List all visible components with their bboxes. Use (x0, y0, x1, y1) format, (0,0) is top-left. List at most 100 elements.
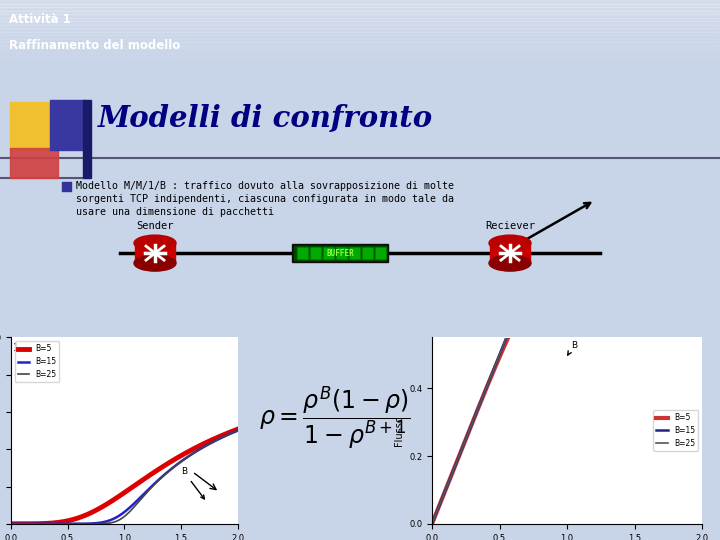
B=25 (698, 182, 706, 188)
B=25 (233, 428, 242, 434)
B=25 (475, 401, 484, 407)
Line: B=5: B=5 (11, 429, 238, 524)
Ellipse shape (134, 235, 176, 251)
Legend: B=5, B=15, B=25: B=5, B=15, B=25 (653, 410, 698, 451)
B=25 (109, 519, 118, 525)
B=5 (109, 497, 118, 503)
B=15 (631, 182, 639, 188)
Bar (62, 182, 71, 191)
Bar (10, 102, 58, 150)
B=5 (608, 206, 616, 213)
Bar (0, 66, 720, 70)
Bar (294, 246, 386, 260)
Bar (0, 63, 720, 66)
B=5 (631, 198, 639, 205)
Bar (0, 56, 720, 60)
Line: B=25: B=25 (432, 185, 702, 523)
Bar (323, 247, 334, 259)
Bar (311, 248, 320, 258)
Text: usare una dimensione di pacchetti: usare una dimensione di pacchetti (76, 207, 274, 217)
Text: Modello M/M/1/B : traffico dovuto alla sovrapposizione di molte: Modello M/M/1/B : traffico dovuto alla s… (76, 181, 454, 191)
Text: $\rho = \dfrac{\rho^B(1-\rho)}{1-\rho^{B+1}}$: $\rho = \dfrac{\rho^B(1-\rho)}{1-\rho^{B… (259, 384, 410, 451)
Line: B=15: B=15 (11, 431, 238, 524)
B=15 (6, 521, 15, 527)
Bar (0, 0, 720, 3)
B=5 (587, 218, 595, 224)
Bar (0, 45, 720, 49)
B=5 (550, 253, 559, 260)
B=25 (65, 521, 73, 527)
Bar (375, 247, 386, 259)
B=15 (177, 458, 186, 464)
Text: Sender: Sender (136, 221, 174, 231)
Bar (337, 248, 346, 258)
Text: Attività 1: Attività 1 (9, 12, 71, 25)
Text: 1: 1 (13, 343, 19, 353)
Bar (376, 248, 385, 258)
Bar (336, 247, 347, 259)
B=5 (428, 520, 436, 526)
B=5 (233, 426, 242, 433)
Bar (0, 52, 720, 56)
B=15 (47, 521, 55, 527)
B=5 (47, 520, 55, 526)
Bar (0, 28, 720, 31)
B=25 (47, 521, 55, 527)
Legend: B=5, B=15, B=25: B=5, B=15, B=25 (14, 341, 60, 382)
B=15 (158, 474, 166, 480)
Text: Reciever: Reciever (485, 221, 535, 231)
B=15 (109, 516, 118, 522)
Bar (362, 247, 373, 259)
Bar (310, 247, 321, 259)
Text: Raffinamento del modello: Raffinamento del modello (9, 39, 181, 52)
B=25 (608, 182, 616, 188)
Bar (135, 243, 175, 263)
Bar (10, 148, 58, 178)
Line: B=5: B=5 (432, 191, 702, 523)
Bar (0, 35, 720, 39)
Text: B: B (567, 341, 577, 355)
Line: B=15: B=15 (432, 185, 702, 523)
Line: B=25: B=25 (11, 431, 238, 524)
B=5 (6, 521, 15, 527)
Bar (50, 100, 85, 150)
B=5 (140, 476, 149, 482)
B=15 (475, 401, 484, 407)
B=25 (550, 217, 559, 223)
B=5 (177, 452, 186, 458)
Bar (0, 39, 720, 42)
Bar (0, 49, 720, 52)
B=15 (428, 520, 436, 526)
Bar (297, 247, 308, 259)
Text: sorgenti TCP indipendenti, ciascuna configurata in modo tale da: sorgenti TCP indipendenti, ciascuna conf… (76, 194, 454, 204)
B=15 (587, 186, 595, 193)
Bar (0, 10, 720, 14)
B=25 (6, 521, 15, 527)
B=25 (631, 182, 639, 188)
Text: B: B (181, 468, 204, 499)
B=15 (498, 346, 506, 353)
Bar (298, 248, 307, 258)
Bar (0, 31, 720, 35)
B=25 (140, 492, 149, 498)
Bar (0, 7, 720, 10)
Bar (349, 247, 360, 259)
Bar (0, 17, 720, 21)
Bar (292, 244, 388, 262)
B=15 (550, 222, 559, 228)
Bar (363, 248, 372, 258)
B=5 (475, 401, 484, 407)
B=15 (698, 182, 706, 188)
Bar (324, 248, 333, 258)
B=15 (233, 428, 242, 434)
B=15 (608, 183, 616, 190)
Bar (350, 248, 359, 258)
B=5 (65, 517, 73, 524)
Y-axis label: Flussc: Flussc (394, 415, 404, 446)
B=25 (428, 520, 436, 526)
B=5 (158, 464, 166, 470)
B=25 (177, 458, 186, 464)
Bar (0, 60, 720, 63)
Ellipse shape (489, 255, 531, 271)
Bar (0, 3, 720, 7)
